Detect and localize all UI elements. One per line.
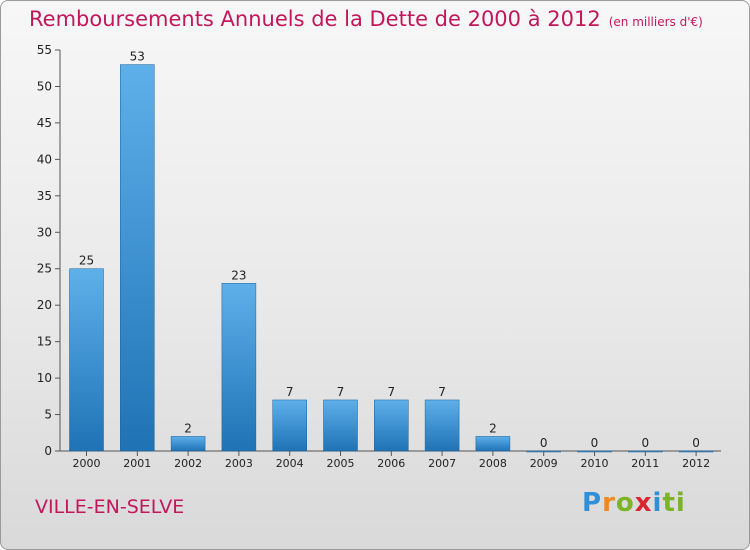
bar <box>272 399 307 452</box>
y-tick-label: 15 <box>37 335 52 349</box>
bar-value-label: 0 <box>692 436 700 450</box>
bar <box>526 450 561 453</box>
chart-title: Remboursements Annuels de la Dette de 20… <box>29 7 703 31</box>
bar <box>374 399 409 452</box>
bar-value-label: 53 <box>130 50 145 64</box>
bar <box>323 399 358 452</box>
bar-value-label: 23 <box>231 268 246 282</box>
bar-value-label: 7 <box>337 385 345 399</box>
y-tick-label: 0 <box>44 444 52 458</box>
bar <box>577 450 612 453</box>
bar <box>628 450 663 453</box>
y-tick-label: 30 <box>37 225 52 239</box>
x-tick-label: 2007 <box>428 457 456 470</box>
bar <box>221 283 257 452</box>
bar-value-label: 25 <box>79 254 94 268</box>
x-tick-label: 2003 <box>225 457 253 470</box>
bar-value-label: 0 <box>591 436 599 450</box>
bar-value-label: 2 <box>489 421 497 435</box>
y-tick-label: 25 <box>37 262 52 276</box>
y-tick-label: 20 <box>37 298 52 312</box>
bar <box>678 450 714 453</box>
y-tick-label: 35 <box>37 189 52 203</box>
bar-value-label: 7 <box>387 385 395 399</box>
title-text: Remboursements Annuels de la Dette de 20… <box>29 7 601 31</box>
x-tick-label: 2001 <box>123 457 151 470</box>
bar-value-label: 2 <box>184 421 192 435</box>
x-tick-label: 2006 <box>377 457 405 470</box>
y-tick-label: 50 <box>37 79 52 93</box>
bar <box>120 64 155 452</box>
y-tick-label: 40 <box>37 152 52 166</box>
x-tick-label: 2000 <box>73 457 101 470</box>
x-tick-label: 2008 <box>479 457 507 470</box>
bar <box>170 436 206 452</box>
y-tick-label: 5 <box>44 408 52 422</box>
bar <box>475 436 511 452</box>
bar-value-label: 0 <box>540 436 548 450</box>
bar-value-label: 0 <box>641 436 649 450</box>
location-name: VILLE-EN-SELVE <box>35 496 185 518</box>
x-tick-label: 2002 <box>174 457 202 470</box>
x-tick-label: 2004 <box>276 457 304 470</box>
unit-note: (en milliers d'€) <box>608 15 703 29</box>
bar <box>424 399 460 452</box>
x-tick-label: 2011 <box>631 457 659 470</box>
x-tick-label: 2009 <box>530 457 558 470</box>
y-tick-label: 55 <box>37 43 52 57</box>
bar-value-label: 7 <box>286 385 294 399</box>
x-tick-label: 2005 <box>327 457 355 470</box>
proxiti-logo: Proxiti <box>582 488 686 518</box>
x-tick-label: 2010 <box>581 457 609 470</box>
bar <box>69 268 104 452</box>
x-tick-label: 2012 <box>682 457 710 470</box>
y-tick-label: 10 <box>37 371 52 385</box>
y-tick-label: 45 <box>37 116 52 130</box>
bar-value-label: 7 <box>438 385 446 399</box>
